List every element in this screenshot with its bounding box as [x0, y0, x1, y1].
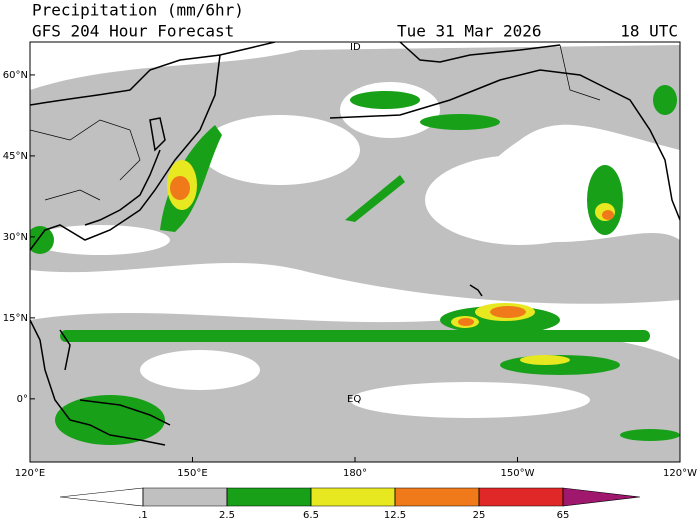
lat-label: 45°N [3, 151, 28, 162]
dry-area [340, 82, 440, 138]
lon-label: 120°E [15, 468, 45, 479]
colorbar-swatch [394, 487, 480, 507]
colorbar-label: 65 [557, 510, 570, 521]
valid-time: 18 UTC [620, 22, 678, 41]
coastline [329, 69, 680, 221]
coastline [30, 319, 166, 446]
precip-area [170, 176, 190, 200]
dry-area [30, 225, 170, 255]
precip-area [587, 165, 623, 235]
lat-label: 30°N [3, 232, 28, 243]
precip-area [420, 114, 500, 130]
precip-area [30, 226, 54, 254]
dateline-label: ID [350, 42, 361, 53]
colorbar: .1 2.5 6.5 12.5 25 65 [59, 487, 641, 521]
moderate-precip [30, 85, 680, 445]
map-layer [30, 42, 680, 462]
lon-label: 150°E [177, 468, 207, 479]
precip-area [520, 355, 570, 365]
colorbar-label: 6.5 [303, 510, 319, 521]
precip-area [350, 91, 420, 109]
lat-label: 60°N [3, 70, 28, 81]
border [30, 119, 141, 181]
equator-label: EQ [347, 394, 361, 405]
colorbar-label: 12.5 [384, 510, 406, 521]
colorbar-swatch [478, 487, 564, 507]
precip-area [620, 429, 680, 441]
lat-label: 15°N [3, 313, 28, 324]
coastline [149, 117, 166, 152]
colorbar-swatch [142, 487, 228, 507]
model-run: GFS 204 Hour Forecast [32, 22, 234, 41]
precip-area [653, 85, 677, 115]
precip-area [30, 45, 680, 304]
precip-area [345, 175, 405, 222]
dry-area [200, 115, 360, 185]
precip-area [60, 330, 650, 342]
coastline [79, 399, 171, 426]
coastline [84, 149, 161, 226]
coastline [469, 284, 483, 297]
dry-area [425, 155, 615, 245]
lon-label: 150°W [501, 468, 535, 479]
coastline [59, 329, 71, 371]
colorbar-label: .1 [138, 510, 148, 521]
coastline [30, 42, 276, 106]
border [559, 44, 601, 101]
colorbar-label: 2.5 [219, 510, 235, 521]
colorbar-swatch [226, 487, 312, 507]
intense-precip [170, 176, 614, 326]
title: Precipitation (mm/6hr) [32, 1, 244, 20]
dry-area [350, 382, 590, 418]
coastline [30, 54, 221, 251]
border [44, 189, 101, 201]
colorbar-swatch [562, 487, 641, 507]
precip-area [458, 318, 474, 326]
colorbar-swatch [59, 487, 144, 507]
precip-area [602, 210, 614, 220]
coastlines [30, 42, 680, 446]
valid-date: Tue 31 Mar 2026 [397, 22, 542, 41]
axes: 60°N 45°N 30°N 15°N 0° 120°E 150°E 180° 150°W 120… [3, 42, 697, 479]
lon-label: 180° [343, 468, 367, 479]
precip-area [490, 306, 526, 318]
lon-label: 120°W [663, 468, 697, 479]
precip-area [55, 395, 165, 445]
borders [30, 44, 601, 201]
colorbar-swatch [310, 487, 396, 507]
dry-area [140, 350, 260, 390]
lat-label: 0° [17, 394, 28, 405]
colorbar-label: 25 [473, 510, 486, 521]
coastline [399, 42, 561, 63]
